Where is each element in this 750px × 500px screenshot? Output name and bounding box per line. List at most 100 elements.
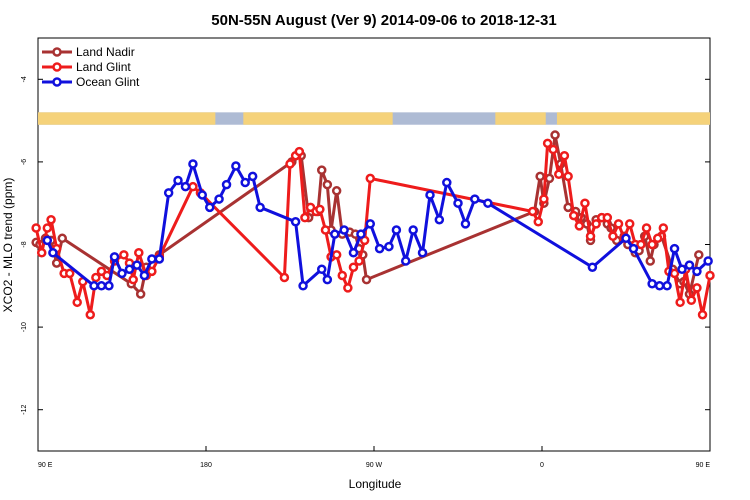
x-tick-label: 90 E: [38, 462, 53, 469]
data-point: [214, 194, 224, 204]
data-point: [89, 281, 99, 291]
data-point: [647, 239, 657, 250]
x-axis: 90 E 180 90 W 0 90 E: [37, 446, 711, 469]
data-point: [46, 214, 56, 225]
data-point: [384, 241, 394, 252]
data-point: [188, 159, 198, 169]
land-mask-band: [38, 112, 710, 125]
series-ocean-glint: [42, 159, 713, 291]
data-point: [527, 206, 538, 217]
data-point: [290, 217, 301, 227]
chart-title: 50N-55N August (Ver 9) 2014-09-06 to 201…: [211, 12, 556, 29]
data-point: [684, 260, 695, 270]
data-point: [322, 274, 333, 285]
data-point: [322, 179, 333, 190]
data-point: [356, 229, 366, 239]
data-point: [316, 264, 327, 275]
data-point: [180, 181, 191, 192]
land-segment: [243, 112, 393, 125]
legend-marker: [52, 62, 62, 72]
x-tick-label: 0: [540, 462, 544, 469]
data-point: [621, 233, 631, 244]
data-point: [641, 223, 652, 233]
data-point: [163, 188, 174, 198]
data-point: [636, 239, 646, 250]
legend-item: Land Nadir: [42, 45, 135, 59]
data-point: [550, 130, 560, 140]
data-point: [442, 177, 452, 188]
y-axis-label: XCO2 - MLO trend (ppm): [1, 178, 15, 313]
data-point: [42, 223, 53, 233]
data-point: [255, 202, 265, 213]
data-point: [300, 212, 310, 223]
land-segment: [556, 112, 710, 125]
data-point: [247, 171, 258, 182]
data-point: [135, 289, 146, 299]
data-point: [425, 190, 435, 200]
data-point: [316, 165, 327, 175]
y-tick-label: -12: [21, 405, 28, 415]
data-point: [542, 138, 553, 149]
data-point: [645, 256, 656, 266]
data-point: [365, 219, 376, 229]
data-point: [587, 262, 598, 272]
data-point: [91, 272, 101, 283]
data-point: [658, 223, 669, 233]
data-point: [42, 235, 53, 246]
data-point: [624, 219, 635, 229]
data-point: [568, 210, 579, 221]
x-tick-label: 90 W: [366, 462, 383, 469]
y-tick-label: -6: [21, 159, 28, 165]
data-point: [320, 225, 331, 235]
data-point: [677, 264, 687, 275]
legend-marker: [52, 47, 62, 57]
series-layer: [31, 130, 715, 320]
data-point: [544, 173, 555, 184]
data-point: [337, 270, 348, 281]
y-tick-label: -10: [21, 322, 28, 332]
data-point: [533, 217, 544, 227]
data-point: [330, 229, 340, 239]
data-point: [348, 248, 359, 258]
data-point: [417, 248, 428, 258]
data-point: [535, 171, 545, 182]
data-point: [539, 194, 549, 204]
data-point: [188, 181, 198, 192]
plot-area: -4 -6 -8 -10 -12 90 E 180 90 W 0 90 E: [21, 37, 715, 469]
y-tick-label: -8: [21, 241, 28, 247]
data-point: [48, 248, 58, 258]
legend-item: Ocean Glint: [42, 75, 140, 89]
data-point: [134, 248, 144, 258]
data-point: [563, 202, 573, 213]
data-point: [434, 214, 445, 225]
data-point: [109, 252, 120, 262]
data-point: [460, 219, 471, 229]
data-point: [339, 225, 349, 235]
data-point: [204, 202, 215, 213]
data-point: [221, 179, 232, 190]
data-point: [391, 225, 402, 235]
data-point: [331, 186, 342, 196]
data-point: [694, 250, 704, 260]
data-point: [348, 262, 359, 272]
data-point: [279, 272, 290, 283]
data-point: [686, 295, 697, 306]
data-point: [104, 281, 114, 291]
data-point: [608, 231, 618, 241]
data-point: [692, 266, 702, 277]
data-point: [298, 281, 308, 291]
data-point: [315, 204, 325, 215]
data-point: [705, 270, 715, 281]
legend-item: Land Glint: [42, 60, 131, 74]
data-point: [483, 198, 493, 208]
data-point: [231, 161, 241, 171]
data-point: [173, 175, 183, 186]
data-point: [36, 248, 47, 258]
data-point: [294, 146, 305, 157]
legend-label: Land Nadir: [76, 45, 135, 59]
data-point: [559, 150, 570, 161]
y-tick-label: -4: [21, 76, 28, 82]
legend-label: Land Glint: [76, 60, 131, 74]
data-point: [139, 270, 150, 281]
